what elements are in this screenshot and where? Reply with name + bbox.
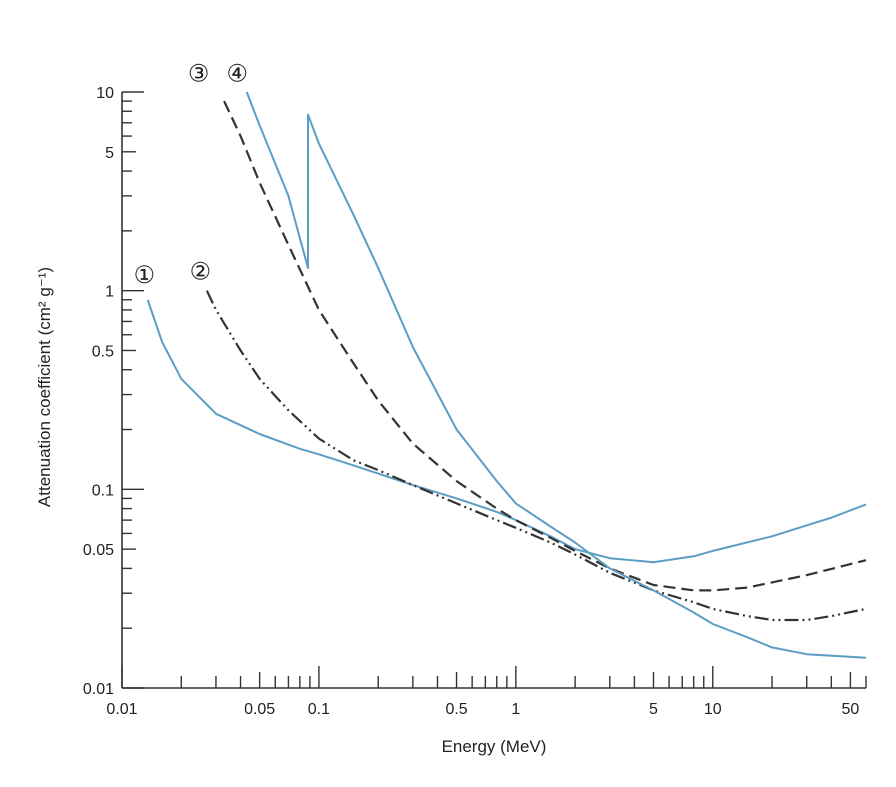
tick-labels: 0.01 0.05 0.1 0.5 1 5 10 50 0.01 0.05 0.1 0.5 1 5 10 [83,85,860,718]
y-tick-label: 5 [105,145,114,162]
y-tick-label: 10 [96,85,114,102]
curve-label-4: ④ [227,59,249,87]
y-tick-label: 0.05 [83,542,114,559]
ticks [121,91,867,689]
x-axis-title: Energy (MeV) [442,737,547,756]
x-tick-label: 0.5 [445,701,467,718]
curve-label-2: ② [190,257,212,285]
x-tick-label: 0.01 [106,701,137,718]
y-axis-title: Attenuation coefficient (cm² g⁻¹) [35,267,54,507]
x-tick-label: 50 [842,701,860,718]
x-tick-label: 10 [704,701,722,718]
x-tick-label: 5 [649,701,658,718]
series-line-4 [245,91,867,659]
y-tick-label: 1 [105,284,114,301]
y-tick-label: 0.1 [92,482,114,499]
curve-label-1: ① [134,261,156,289]
series-line-1 [146,299,867,564]
y-tick-label: 0.5 [92,343,114,360]
x-tick-label: 1 [511,701,520,718]
x-tick-label: 0.05 [244,701,275,718]
curve-label-3: ③ [188,59,210,87]
x-tick-label: 0.1 [308,701,330,718]
series-line-3 [223,100,867,592]
axes [121,92,866,689]
series-line-2 [205,290,867,622]
y-tick-label: 0.01 [83,681,114,698]
series-layer [146,91,867,659]
annotation-layer: ① ② ③ ④ [134,59,248,288]
